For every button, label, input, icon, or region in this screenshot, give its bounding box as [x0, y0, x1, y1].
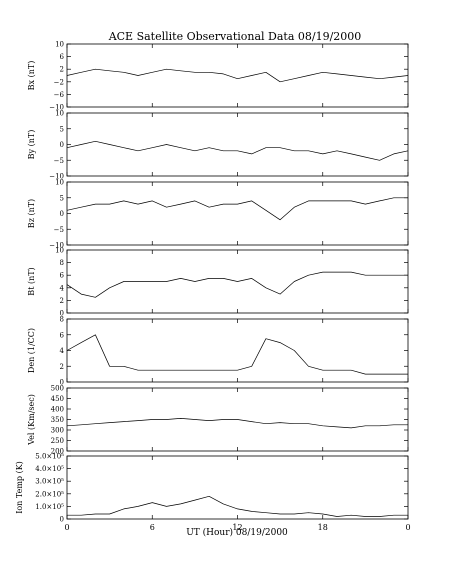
series-line	[66, 197, 408, 221]
y-tick-label: −5	[54, 157, 64, 165]
y-tick-label: 2	[60, 297, 64, 305]
x-axis: 0 6 12 18 0	[64, 523, 410, 532]
y-tick-label: −5	[54, 226, 64, 234]
x-tick-label: 18	[318, 523, 328, 532]
y-tick-label: 450	[51, 395, 64, 403]
figure-title: ACE Satellite Observational Data 08/19/2…	[108, 30, 362, 43]
panel-frame	[66, 112, 409, 177]
panel-2: −10 −5 0 5 10 By (nT)	[27, 110, 409, 181]
y-tick-label: 0	[60, 379, 64, 387]
panel-frame	[66, 43, 409, 108]
y-tick-label: 8	[60, 259, 64, 267]
y-tick-label: −6	[54, 91, 65, 99]
y-tick-label: 5	[60, 194, 64, 202]
y-tick-label: 200	[51, 448, 64, 456]
panel-5: 0 2 4 6 8 Den (1/CC)	[27, 316, 409, 387]
y-axis-label: By (nT)	[27, 130, 36, 160]
y-tick-label: 5.0×10⁵	[35, 453, 64, 461]
panel-3: −10 −5 0 5 10 Bz (nT)	[27, 179, 409, 250]
y-tick-label: 10	[55, 41, 64, 49]
y-tick-label: −10	[49, 173, 64, 181]
y-tick-label: 1.0×10⁵	[35, 503, 64, 511]
y-tick-label: −2	[54, 78, 64, 86]
y-axis-label: Den (1/CC)	[27, 328, 36, 373]
y-tick-label: 350	[51, 416, 64, 424]
y-tick-label: 6	[60, 272, 65, 280]
series-line	[66, 334, 408, 375]
y-tick-label: 500	[51, 385, 64, 393]
y-tick-label: −10	[49, 242, 64, 250]
panel-1: −10 −6 −2 2 6 10 Bx (nT)	[27, 41, 409, 112]
y-tick-label: 4	[60, 347, 65, 355]
y-axis-label: Vel (Km/sec)	[27, 394, 36, 446]
y-axis-label: Ion Temp (K)	[15, 461, 24, 514]
y-tick-label: 8	[60, 316, 64, 324]
y-tick-label: 3.0×10⁵	[35, 478, 64, 486]
series-line	[66, 68, 409, 83]
y-tick-label: 400	[51, 406, 64, 414]
panel-frame	[66, 181, 409, 246]
series-line	[67, 495, 408, 517]
series-line	[66, 271, 408, 298]
panel-4: 0 2 4 6 8 10 Bt (nT)	[27, 247, 409, 318]
y-tick-label: 0	[60, 210, 64, 218]
y-tick-label: 300	[51, 427, 64, 435]
y-tick-label: 10	[55, 179, 64, 187]
series-line	[66, 418, 408, 429]
y-tick-label: 4	[60, 284, 65, 292]
panel-frame	[66, 455, 409, 520]
y-tick-label: 4.0×10⁵	[35, 465, 64, 473]
x-tick-label: 0	[405, 523, 410, 532]
y-tick-label: 5	[60, 125, 64, 133]
series-line	[66, 140, 409, 161]
y-tick-label: 6	[60, 53, 65, 61]
panel-6: 200 250 300 350 400 450 500 Vel (Km/sec)	[27, 385, 409, 456]
y-tick-label: 0	[60, 141, 64, 149]
y-tick-label: 0	[60, 516, 64, 524]
x-tick-label: 0	[64, 523, 69, 532]
y-axis-label: Bx (nT)	[27, 61, 36, 91]
x-axis-label: UT (Hour) 08/19/2000	[186, 527, 288, 538]
y-tick-label: 2	[60, 363, 64, 371]
y-tick-label: 10	[55, 247, 64, 255]
y-tick-label: 2	[60, 66, 64, 74]
x-tick-label: 12	[232, 523, 242, 532]
panel-7: 0 1.0×10⁵ 2.0×10⁵ 3.0×10⁵ 4.0×10⁵ 5.0×10⁵ Ion …	[15, 453, 409, 524]
y-tick-label: 0	[60, 310, 64, 318]
panel-frame	[66, 318, 409, 383]
y-tick-label: 6	[60, 331, 65, 339]
y-axis-label: Bt (nT)	[27, 267, 36, 295]
panels: −10 −6 −2 2 6 10 Bx (nT) −10 −5 0 5 10 By (nT) −10 −5 0…	[15, 41, 409, 524]
y-tick-label: 2.0×10⁵	[35, 490, 64, 498]
x-tick-label: 6	[150, 523, 155, 532]
y-tick-label: 10	[55, 110, 64, 118]
y-tick-label: −10	[49, 104, 64, 112]
y-tick-label: 250	[51, 437, 64, 445]
y-axis-label: Bz (nT)	[27, 199, 36, 228]
